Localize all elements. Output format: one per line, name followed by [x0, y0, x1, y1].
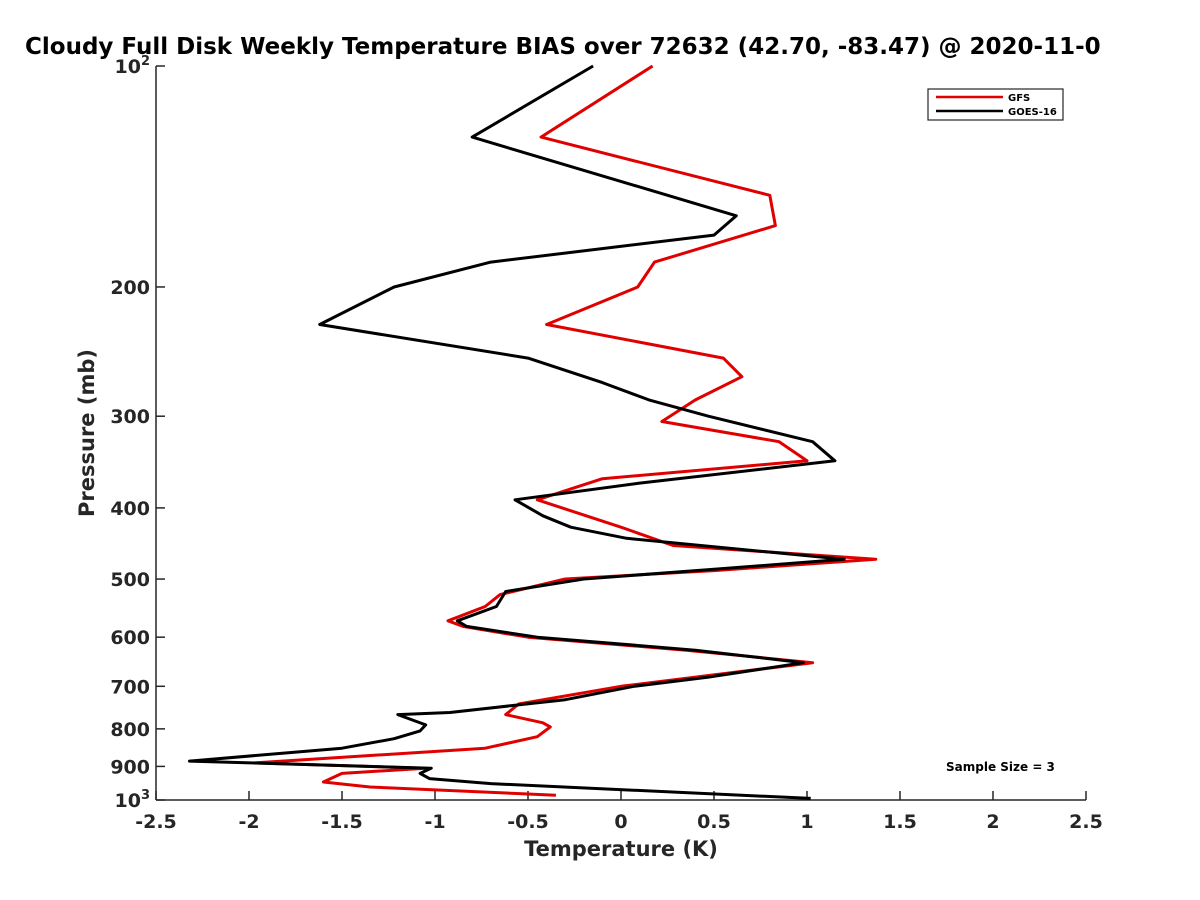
- x-tick-label: -0.5: [507, 811, 549, 833]
- y-axis-label: Pressure (mb): [75, 349, 99, 517]
- sample-size-annotation: Sample Size = 3: [946, 760, 1055, 774]
- y-tick-label: 500: [110, 569, 150, 591]
- series-group: [188, 64, 878, 800]
- y-tick-label: 400: [110, 498, 150, 520]
- x-tick-label: 2: [986, 811, 999, 833]
- series-line-gfs: [253, 64, 878, 797]
- y-tick-label: 800: [110, 719, 150, 741]
- x-tick-label: -1: [424, 811, 445, 833]
- x-tick-label: -2: [238, 811, 259, 833]
- legend-label-gfs: GFS: [1008, 93, 1030, 104]
- y-tick-label: 700: [110, 676, 150, 698]
- x-tick-label: -1.5: [321, 811, 363, 833]
- y-tick-label: 900: [110, 756, 150, 778]
- x-tick-label: -2.5: [135, 811, 177, 833]
- series-line-goes16: [188, 64, 846, 800]
- x-tick-label: 1: [800, 811, 813, 833]
- x-tick-label: 0: [614, 811, 627, 833]
- legend-box: [927, 88, 1064, 121]
- legend: GFS GOES-16: [927, 88, 1064, 121]
- x-tick-label: 0.5: [697, 811, 731, 833]
- x-tick-label: 2.5: [1069, 811, 1103, 833]
- y-tick-base: 10: [115, 56, 141, 78]
- x-tick-label: 1.5: [883, 811, 917, 833]
- y-tick-label: 600: [110, 627, 150, 649]
- x-axis-label: Temperature (K): [524, 837, 718, 861]
- y-tick-label: 300: [110, 406, 150, 428]
- y-tick-exponent: 3: [141, 788, 150, 803]
- x-ticks: -2.5 -2 -1.5 -1 -0.5 0 0.5 1 1.5 2 2.5: [135, 791, 1103, 833]
- legend-label-goes16: GOES-16: [1008, 107, 1057, 118]
- y-tick-label: 103: [115, 788, 151, 812]
- y-tick-exponent: 2: [141, 54, 150, 69]
- y-tick-base: 10: [115, 790, 141, 812]
- chart-title: Cloudy Full Disk Weekly Temperature BIAS…: [25, 34, 1101, 60]
- y-tick-label: 102: [115, 54, 151, 78]
- y-tick-label: 200: [110, 277, 150, 299]
